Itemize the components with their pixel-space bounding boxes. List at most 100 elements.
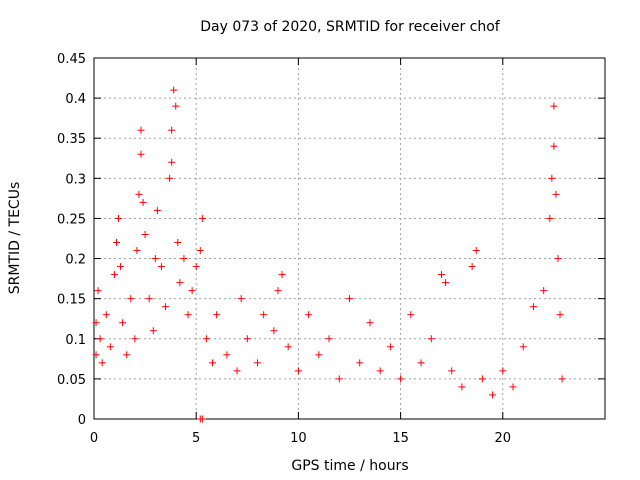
data-point: [202, 335, 210, 343]
y-axis: 0 0.05 0.1 0.15 0.2 0.25 0.3 0.35 0.4 0.45: [57, 52, 605, 428]
x-tick-label: 0: [90, 431, 98, 446]
data-point: [213, 311, 221, 319]
data-point: [552, 190, 560, 198]
data-point: [294, 367, 302, 375]
data-point: [478, 375, 486, 383]
data-point: [188, 287, 196, 295]
data-point: [472, 247, 480, 255]
plot-frame: [93, 57, 606, 420]
y-tick-label: 0.3: [65, 172, 86, 187]
data-point: [96, 335, 104, 343]
data-point: [356, 359, 364, 367]
data-point: [254, 359, 262, 367]
data-point: [397, 375, 405, 383]
data-point: [137, 150, 145, 158]
data-point: [106, 343, 114, 351]
data-point: [540, 287, 548, 295]
data-point: [168, 158, 176, 166]
data-point: [184, 311, 192, 319]
data-point: [141, 230, 149, 238]
data-point: [554, 255, 562, 263]
x-tick-label: 5: [192, 431, 200, 446]
data-points: [92, 86, 566, 423]
data-point: [223, 351, 231, 359]
data-point: [112, 239, 120, 247]
data-point: [468, 263, 476, 271]
data-point: [548, 174, 556, 182]
data-point: [237, 295, 245, 303]
data-point: [176, 279, 184, 287]
data-point: [131, 335, 139, 343]
data-point: [151, 255, 159, 263]
y-tick-label: 0.05: [57, 373, 86, 388]
data-point: [115, 214, 123, 222]
data-point: [198, 415, 206, 423]
data-point: [376, 367, 384, 375]
data-point: [166, 174, 174, 182]
data-point: [170, 86, 178, 94]
data-point: [127, 295, 135, 303]
grid-lines: [94, 58, 605, 419]
data-point: [192, 263, 200, 271]
y-tick-label: 0.25: [57, 212, 86, 227]
data-point: [209, 359, 217, 367]
data-point: [278, 271, 286, 279]
data-point: [550, 142, 558, 150]
data-point: [149, 327, 157, 335]
data-point: [546, 214, 554, 222]
data-point: [180, 255, 188, 263]
y-tick-label: 0.45: [57, 52, 86, 67]
data-point: [558, 375, 566, 383]
x-axis-label: GPS time / hours: [291, 458, 408, 474]
data-point: [145, 295, 153, 303]
data-point: [346, 295, 353, 303]
data-point: [243, 335, 251, 343]
data-point: [117, 263, 125, 271]
data-point: [198, 214, 206, 222]
data-point: [519, 343, 527, 351]
data-point: [153, 206, 161, 214]
data-point: [98, 359, 106, 367]
data-point: [417, 359, 425, 367]
x-tick-label: 15: [392, 431, 409, 446]
data-point: [305, 311, 313, 319]
data-point: [133, 247, 141, 255]
data-point: [274, 287, 282, 295]
data-point: [366, 319, 374, 327]
data-point: [556, 311, 564, 319]
data-point: [102, 311, 110, 319]
data-point: [407, 311, 415, 319]
data-point: [386, 343, 394, 351]
data-point: [162, 303, 170, 311]
data-point: [335, 375, 343, 383]
data-point: [325, 335, 333, 343]
data-point: [137, 126, 145, 134]
data-point: [260, 311, 268, 319]
y-tick-label: 0.1: [65, 333, 86, 348]
chart-title: Day 073 of 2020, SRMTID for receiver cho…: [200, 19, 501, 35]
data-point: [110, 271, 118, 279]
data-point: [458, 383, 466, 391]
data-point: [135, 190, 143, 198]
data-point: [94, 287, 102, 295]
data-point: [529, 303, 537, 311]
data-point: [196, 247, 204, 255]
data-point: [550, 102, 558, 110]
y-tick-label: 0.15: [57, 293, 86, 308]
y-tick-label: 0.4: [65, 92, 86, 107]
x-tick-label: 20: [495, 431, 512, 446]
data-point: [448, 367, 456, 375]
y-tick-label: 0.2: [65, 253, 86, 268]
data-point: [92, 319, 100, 327]
y-axis-label: SRMTID / TECUs: [7, 182, 23, 295]
data-point: [157, 263, 165, 271]
data-point: [92, 351, 100, 359]
x-tick-label: 10: [290, 431, 307, 446]
data-point: [139, 198, 147, 206]
y-tick-label: 0.35: [57, 132, 86, 147]
data-point: [174, 239, 182, 247]
data-point: [172, 102, 180, 110]
data-point: [442, 279, 450, 287]
y-tick-label: 0: [78, 413, 86, 428]
